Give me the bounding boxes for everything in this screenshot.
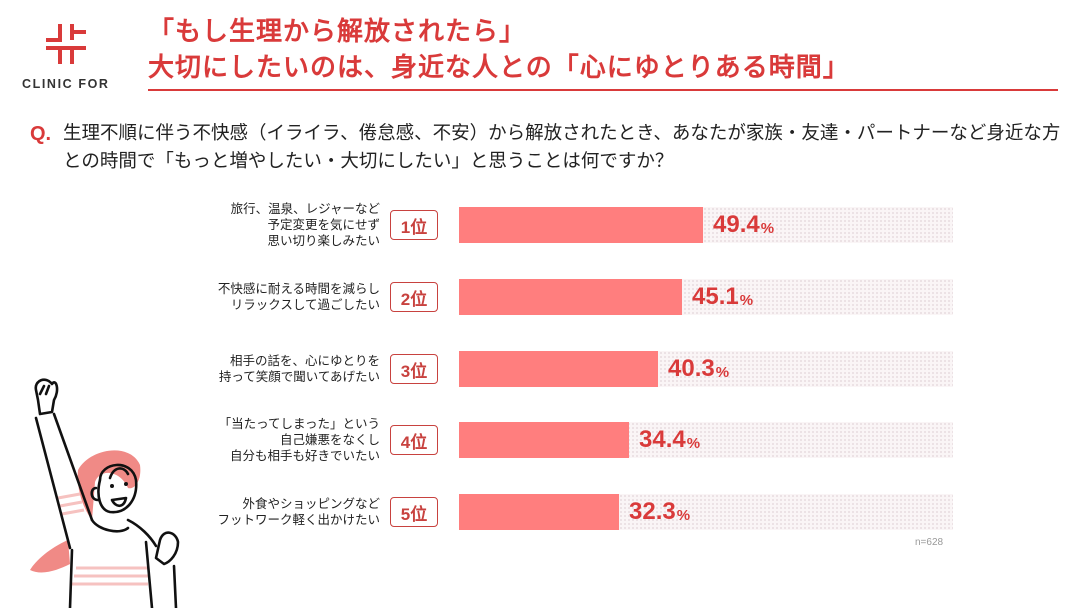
percent-unit: % [739, 291, 754, 309]
percent-unit: % [715, 363, 730, 381]
value-number: 45.1 [692, 283, 739, 310]
rank-badge: 1位 [390, 210, 438, 240]
rank-badge: 2位 [390, 282, 438, 312]
brand-name: CLINIC FOR [22, 77, 110, 91]
title-line-2: 大切にしたいのは、身近な人との「心にゆとりある時間」 [148, 53, 850, 83]
value-number: 34.4 [639, 426, 686, 453]
bar [459, 207, 703, 243]
item-label: 旅行、温泉、レジャーなど 予定変更を気にせず 思い切り楽しみたい [230, 201, 380, 248]
clinic-cross-icon [46, 24, 86, 64]
item-label: 「当たってしまった」という 自己嫌悪をなくし 自分も相手も好きでいたい [218, 416, 380, 463]
percent-unit: % [676, 506, 691, 524]
value-label: 45.1% [692, 279, 753, 315]
chart-row: 旅行、温泉、レジャーなど 予定変更を気にせず 思い切り楽しみたい 1位 49.4% [0, 195, 1080, 255]
cheering-woman-illustration [30, 378, 180, 608]
bar [459, 279, 682, 315]
chart-row: 外食やショッピングなど フットワーク軽く出かけたい 5位 32.3% [0, 482, 1080, 542]
item-label: 相手の話を、心にゆとりを 持って笑顔で聞いてあげたい [218, 353, 380, 384]
item-label: 不快感に耐える時間を減らし リラックスして過ごしたい [217, 281, 380, 312]
value-label: 32.3% [629, 494, 690, 530]
value-label: 40.3% [668, 351, 729, 387]
item-label: 外食やショッピングなど フットワーク軽く出かけたい [217, 496, 380, 527]
value-label: 34.4% [639, 422, 700, 458]
chart-row: 相手の話を、心にゆとりを 持って笑顔で聞いてあげたい 3位 40.3% [0, 339, 1080, 399]
rank-badge: 4位 [390, 425, 438, 455]
value-number: 32.3 [629, 498, 676, 525]
value-label: 49.4% [713, 207, 774, 243]
clinic-for-logo: CLINIC FOR [22, 20, 112, 100]
rank-badge: 5位 [390, 497, 438, 527]
title-line-1: 「もし生理から解放されたら」 [148, 17, 527, 47]
rank-badge: 3位 [390, 354, 438, 384]
bar [459, 351, 658, 387]
percent-unit: % [686, 434, 701, 452]
question-mark-label: Q. [30, 123, 52, 145]
chart-row: 「当たってしまった」という 自己嫌悪をなくし 自分も相手も好きでいたい 4位 34.… [0, 410, 1080, 470]
percent-unit: % [760, 219, 775, 237]
bar [459, 422, 629, 458]
title-underline [148, 89, 1058, 91]
value-number: 49.4 [713, 211, 760, 238]
page-title: 「もし生理から解放されたら」 大切にしたいのは、身近な人との「心にゆとりある時間… [148, 14, 1058, 86]
bar [459, 494, 619, 530]
value-number: 40.3 [668, 355, 715, 382]
sample-size-note: n=628 [915, 537, 944, 548]
question-text: 生理不順に伴う不快感（イライラ、倦怠感、不安）から解放されたとき、あなたが家族・… [63, 123, 1061, 172]
chart-row: 不快感に耐える時間を減らし リラックスして過ごしたい 2位 45.1% [0, 267, 1080, 327]
